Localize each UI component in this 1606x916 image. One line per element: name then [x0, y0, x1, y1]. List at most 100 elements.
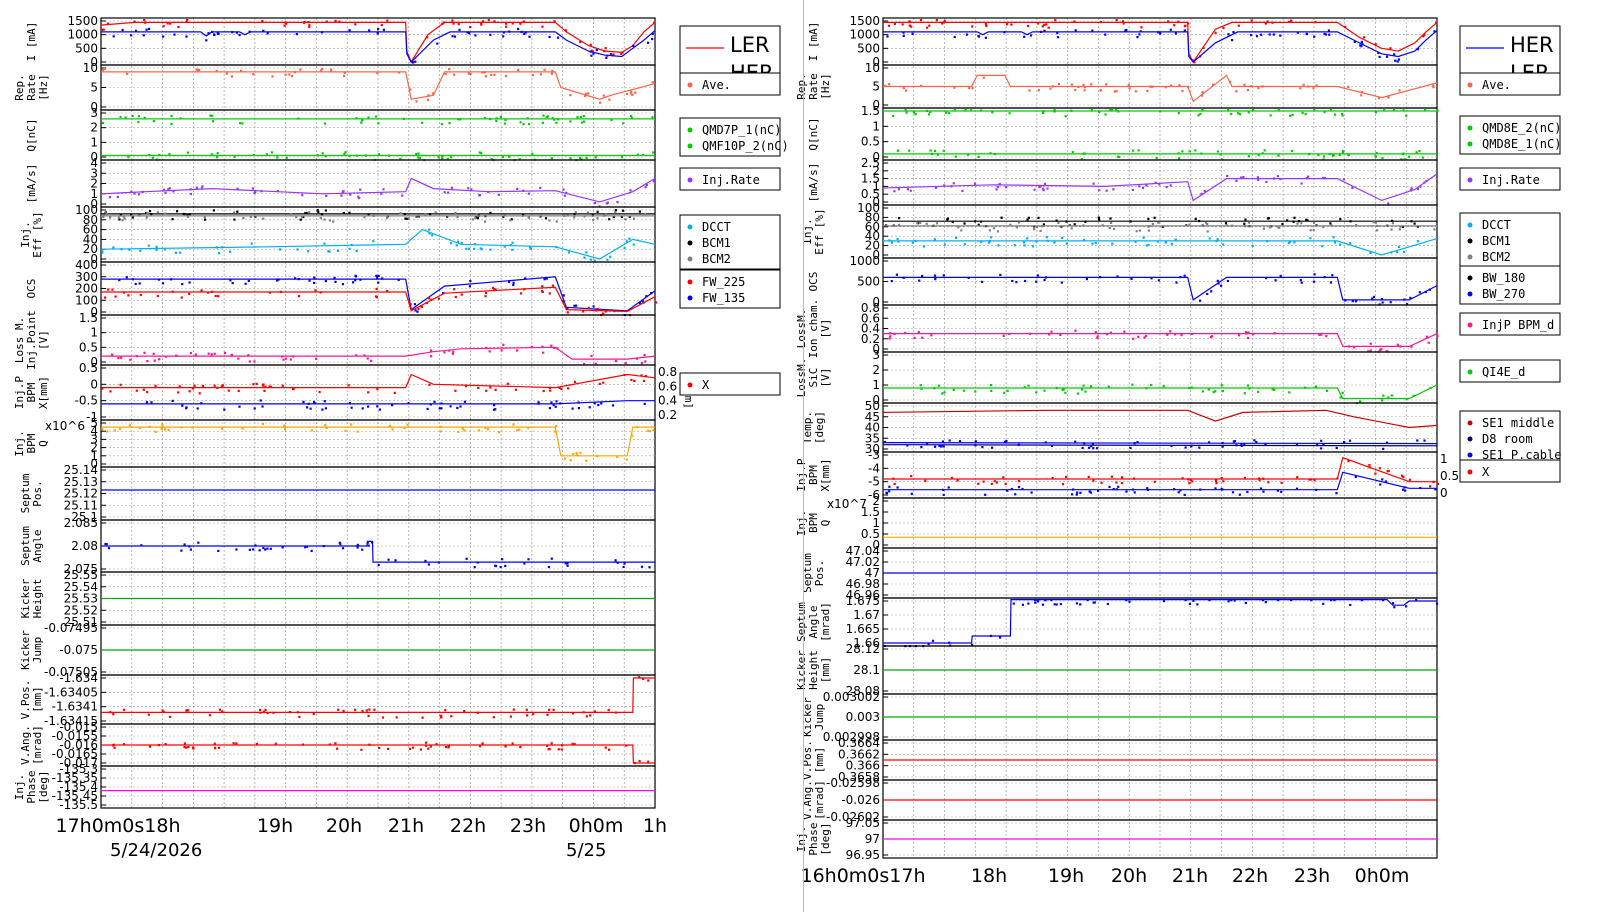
data-point — [926, 443, 929, 446]
y-tick-label: 2.075 — [64, 562, 98, 576]
data-point — [1367, 350, 1370, 353]
data-point — [1090, 83, 1093, 86]
data-point — [439, 430, 442, 433]
data-point — [908, 20, 911, 23]
data-point — [1374, 472, 1377, 475]
data-point — [1169, 184, 1172, 187]
data-point — [551, 69, 554, 72]
data-point — [897, 223, 901, 226]
data-point — [1128, 87, 1131, 90]
data-point — [977, 35, 980, 38]
data-point — [1300, 281, 1303, 284]
data-point — [567, 251, 571, 254]
data-point — [440, 716, 443, 719]
data-point — [456, 406, 459, 409]
data-point — [630, 90, 633, 93]
legend-box — [1459, 312, 1561, 336]
data-point — [1070, 227, 1073, 230]
data-point — [519, 746, 522, 749]
data-point — [888, 83, 891, 86]
data-point — [281, 546, 284, 549]
data-point — [350, 423, 353, 426]
y-axis-label: [Hz] — [37, 74, 50, 101]
data-point — [651, 116, 654, 119]
data-point — [592, 219, 595, 222]
data-point — [1145, 184, 1148, 187]
data-point — [572, 712, 575, 715]
data-point — [552, 404, 555, 407]
legend-box — [1459, 72, 1561, 96]
data-point — [148, 153, 151, 156]
data-point — [1291, 113, 1294, 117]
data-point — [560, 748, 563, 751]
data-point — [106, 213, 109, 216]
data-point — [1299, 87, 1302, 90]
data-point — [1191, 59, 1194, 62]
data-point — [436, 42, 439, 45]
data-point — [1169, 84, 1173, 87]
data-point — [101, 251, 104, 254]
data-point — [569, 120, 572, 123]
data-point — [1070, 83, 1073, 86]
y-tick-label: 3 — [90, 106, 98, 120]
data-point — [187, 709, 190, 712]
data-point — [998, 182, 1001, 186]
data-point — [1247, 111, 1250, 114]
data-point — [1292, 220, 1295, 223]
data-point — [377, 153, 380, 156]
data-point — [1029, 34, 1033, 37]
data-point — [1348, 439, 1352, 442]
data-point — [1177, 152, 1180, 155]
data-point — [643, 402, 646, 405]
data-point — [573, 743, 576, 746]
data-point — [541, 285, 544, 288]
data-point — [1076, 491, 1079, 494]
data-point — [941, 392, 944, 395]
data-point — [489, 248, 492, 251]
data-point — [1083, 89, 1086, 92]
y-tick-label: 28.08 — [846, 684, 880, 698]
data-point — [508, 30, 511, 33]
data-point — [138, 282, 141, 285]
data-point — [1034, 601, 1037, 604]
y-tick-label: 4 — [90, 424, 98, 438]
data-point — [1107, 385, 1110, 388]
data-point — [589, 258, 592, 261]
data-point — [164, 191, 167, 194]
data-point — [640, 565, 644, 568]
y-tick-label: 1.66 — [853, 636, 880, 650]
data-point — [367, 405, 370, 408]
data-point — [248, 548, 251, 551]
data-point — [1434, 488, 1437, 491]
data-point — [927, 113, 931, 116]
data-point — [366, 357, 369, 360]
data-point — [148, 745, 152, 748]
data-point — [1351, 186, 1354, 190]
y-axis-label: [mrad] — [819, 602, 832, 642]
data-point — [512, 283, 515, 287]
data-point — [896, 149, 899, 152]
data-point — [1432, 84, 1435, 87]
data-point — [468, 285, 471, 288]
data-point — [562, 300, 565, 303]
data-point — [1220, 476, 1223, 480]
data-point — [453, 288, 456, 291]
y-axis-label: Pos. — [31, 480, 44, 507]
y-tick-label: 28.12 — [846, 642, 880, 656]
data-point — [1045, 23, 1048, 26]
data-point — [215, 69, 218, 72]
data-point — [1318, 333, 1321, 336]
data-point — [929, 110, 932, 114]
data-point — [519, 22, 522, 25]
data-point — [1312, 87, 1315, 90]
data-point — [644, 212, 647, 216]
data-point — [109, 216, 112, 219]
x-tick-label: 23h — [1294, 865, 1330, 887]
data-point — [292, 388, 295, 391]
data-point — [999, 273, 1002, 276]
data-point — [503, 214, 506, 217]
y-tick-label: 200 — [75, 282, 98, 296]
data-point — [363, 354, 366, 357]
